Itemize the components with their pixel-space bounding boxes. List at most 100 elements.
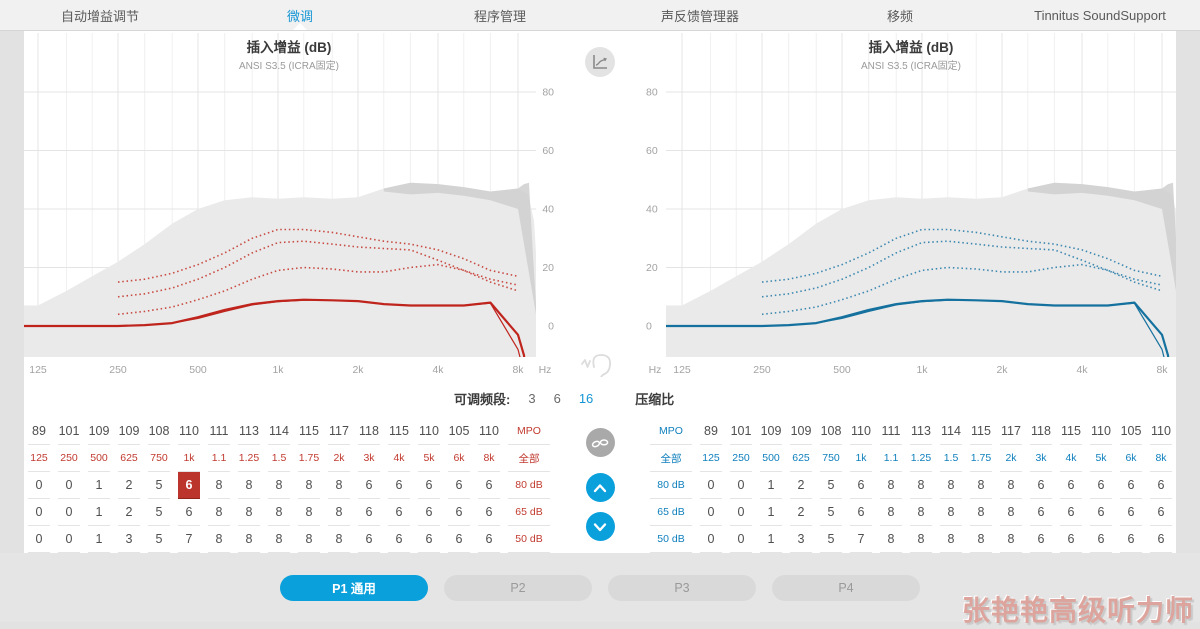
gain-cell[interactable]: 6 — [478, 472, 500, 499]
gain-cell[interactable]: 6 — [178, 472, 200, 499]
program-button-p4[interactable]: P4 — [772, 574, 920, 601]
mpo-cell[interactable]: 117 — [328, 418, 350, 445]
gain-cell[interactable]: 6 — [178, 499, 200, 526]
gain-cell[interactable]: 6 — [478, 526, 500, 553]
mpo-cell[interactable]: 109 — [760, 418, 782, 445]
gain-increase-button[interactable] — [585, 473, 615, 502]
gain-cell[interactable]: 6 — [448, 472, 470, 499]
nav-tab-5[interactable]: Tinnitus SoundSupport — [1034, 7, 1166, 23]
gain-cell[interactable]: 5 — [820, 499, 842, 526]
gain-cell[interactable]: 0 — [58, 499, 80, 526]
frequency-cell[interactable]: 8k — [1150, 445, 1172, 472]
gain-cell[interactable]: 6 — [388, 499, 410, 526]
gain-cell[interactable]: 8 — [940, 472, 962, 499]
chart-view-toggle-button[interactable] — [585, 47, 615, 77]
gain-cell[interactable]: 8 — [238, 499, 260, 526]
mpo-cell[interactable]: 110 — [478, 418, 500, 445]
gain-cell[interactable]: 5 — [148, 472, 170, 499]
frequency-cell[interactable]: 5k — [418, 445, 440, 472]
gain-cell[interactable]: 8 — [970, 499, 992, 526]
frequency-cell[interactable]: 2k — [328, 445, 350, 472]
mpo-cell[interactable]: 89 — [28, 418, 50, 445]
gain-cell[interactable]: 8 — [208, 526, 230, 553]
left-ear-insertion-gain-chart[interactable]: 125 250 500 1k 2k 4k 8k Hz 80 60 40 20 0 — [646, 31, 1176, 379]
gain-cell[interactable]: 8 — [238, 472, 260, 499]
gain-cell[interactable]: 8 — [298, 472, 320, 499]
frequency-cell[interactable]: 1.1 — [880, 445, 902, 472]
band-option-16[interactable]: 16 — [578, 391, 594, 406]
gain-cell[interactable]: 0 — [700, 472, 722, 499]
frequency-cell[interactable]: 750 — [148, 445, 170, 472]
gain-cell[interactable]: 8 — [328, 526, 350, 553]
nav-tab-2[interactable]: 程序管理 — [473, 8, 526, 24]
frequency-cell[interactable]: 1.75 — [970, 445, 992, 472]
frequency-cell[interactable]: 1.25 — [238, 445, 260, 472]
frequency-cell[interactable]: 3k — [358, 445, 380, 472]
gain-cell[interactable]: 8 — [940, 526, 962, 553]
mpo-cell[interactable]: 114 — [940, 418, 962, 445]
frequency-cell[interactable]: 250 — [730, 445, 752, 472]
frequency-cell[interactable]: 625 — [118, 445, 140, 472]
gain-cell[interactable]: 6 — [418, 472, 440, 499]
gain-cell[interactable]: 3 — [790, 526, 812, 553]
mpo-cell[interactable]: 113 — [910, 418, 932, 445]
gain-cell[interactable]: 2 — [118, 499, 140, 526]
gain-cell[interactable]: 5 — [820, 526, 842, 553]
gain-cell[interactable]: 8 — [880, 499, 902, 526]
gain-cell[interactable]: 8 — [1000, 472, 1022, 499]
frequency-cell[interactable]: 1.25 — [910, 445, 932, 472]
gain-cell[interactable]: 6 — [418, 499, 440, 526]
mpo-cell[interactable]: 114 — [268, 418, 290, 445]
gain-cell[interactable]: 8 — [970, 526, 992, 553]
gain-cell[interactable]: 5 — [148, 499, 170, 526]
gain-cell[interactable]: 8 — [328, 472, 350, 499]
gain-cell[interactable]: 6 — [448, 499, 470, 526]
frequency-cell[interactable]: 625 — [790, 445, 812, 472]
frequency-cell[interactable]: 125 — [700, 445, 722, 472]
gain-cell[interactable]: 8 — [238, 526, 260, 553]
gain-cell[interactable]: 0 — [700, 526, 722, 553]
gain-cell[interactable]: 6 — [850, 472, 872, 499]
frequency-cell[interactable]: 1.1 — [208, 445, 230, 472]
gain-cell[interactable]: 8 — [1000, 499, 1022, 526]
frequency-cell[interactable]: 6k — [448, 445, 470, 472]
gain-cell[interactable]: 1 — [760, 472, 782, 499]
gain-cell[interactable]: 0 — [730, 499, 752, 526]
gain-cell[interactable]: 1 — [88, 472, 110, 499]
gain-cell[interactable]: 6 — [1120, 472, 1142, 499]
gain-cell[interactable]: 2 — [790, 499, 812, 526]
gain-cell[interactable]: 0 — [58, 526, 80, 553]
band-option-3[interactable]: 3 — [528, 391, 536, 406]
gain-cell[interactable]: 8 — [328, 499, 350, 526]
gain-cell[interactable]: 6 — [1120, 526, 1142, 553]
frequency-cell[interactable]: 2k — [1000, 445, 1022, 472]
frequency-cell[interactable]: 8k — [478, 445, 500, 472]
mpo-cell[interactable]: 115 — [970, 418, 992, 445]
mpo-cell[interactable]: 117 — [1000, 418, 1022, 445]
gain-cell[interactable]: 8 — [208, 472, 230, 499]
gain-cell[interactable]: 6 — [418, 526, 440, 553]
gain-cell[interactable]: 6 — [850, 499, 872, 526]
mpo-cell[interactable]: 108 — [820, 418, 842, 445]
mpo-cell[interactable]: 109 — [118, 418, 140, 445]
gain-cell[interactable]: 2 — [118, 472, 140, 499]
gain-cell[interactable]: 1 — [760, 526, 782, 553]
gain-cell[interactable]: 6 — [1150, 472, 1172, 499]
gain-cell[interactable]: 7 — [178, 526, 200, 553]
gain-cell[interactable]: 8 — [298, 499, 320, 526]
frequency-cell[interactable]: 3k — [1030, 445, 1052, 472]
gain-cell[interactable]: 8 — [880, 526, 902, 553]
gain-cell[interactable]: 6 — [1090, 526, 1112, 553]
gain-cell[interactable]: 5 — [820, 472, 842, 499]
gain-cell[interactable]: 6 — [1060, 472, 1082, 499]
mpo-cell[interactable]: 118 — [358, 418, 380, 445]
gain-cell[interactable]: 6 — [358, 472, 380, 499]
gain-cell[interactable]: 6 — [1060, 499, 1082, 526]
gain-decrease-button[interactable] — [585, 512, 615, 541]
gain-cell[interactable]: 6 — [388, 472, 410, 499]
frequency-cell[interactable]: 1.5 — [268, 445, 290, 472]
nav-tab-4[interactable]: 移频 — [886, 8, 913, 24]
gain-cell[interactable]: 6 — [1150, 499, 1172, 526]
frequency-cell[interactable]: 1k — [178, 445, 200, 472]
gain-cell[interactable]: 6 — [448, 526, 470, 553]
